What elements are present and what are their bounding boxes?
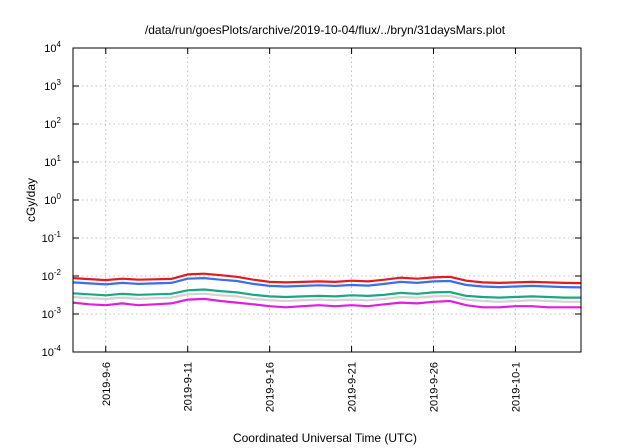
- y-tick-base: 10: [44, 119, 56, 131]
- y-tick-exponent: -2: [54, 268, 62, 277]
- y-tick-exponent: 0: [57, 192, 62, 201]
- y-tick-base: 10: [44, 195, 56, 207]
- y-tick-label: 103: [44, 78, 61, 93]
- y-tick-exponent: 3: [57, 78, 62, 87]
- series-line-2: [72, 288, 581, 299]
- y-tick-exponent: 2: [57, 116, 62, 125]
- y-tick-base: 10: [44, 43, 56, 55]
- y-tick-exponent: 4: [57, 40, 62, 49]
- y-tick-exponent: -3: [54, 306, 62, 315]
- y-tick-base: 10: [42, 233, 54, 245]
- y-tick-base: 10: [42, 347, 54, 359]
- x-tick-label: 2019-9-26: [429, 362, 441, 412]
- y-tick-label: 10-3: [42, 306, 62, 321]
- y-tick-label: 101: [44, 154, 61, 169]
- x-tick-label: 2019-9-16: [265, 362, 277, 412]
- series-line-3: [72, 292, 581, 303]
- y-tick-label: 102: [44, 116, 61, 131]
- y-tick-exponent: 1: [57, 154, 62, 163]
- y-tick-exponent: -4: [54, 344, 62, 353]
- y-tick-label: 10-2: [42, 268, 62, 283]
- y-tick-label: 10-1: [42, 230, 62, 245]
- y-tick-base: 10: [42, 271, 54, 283]
- y-tick-label: 100: [44, 192, 61, 207]
- chart-title: /data/run/goesPlots/archive/2019-10-04/f…: [145, 23, 506, 37]
- y-tick-label: 104: [44, 40, 61, 55]
- series-line-1: [72, 277, 582, 289]
- y-tick-label: 10-4: [42, 344, 62, 359]
- y-tick-base: 10: [42, 309, 54, 321]
- x-tick-label: 2019-9-21: [347, 362, 359, 412]
- y-axis-title: cGy/day: [24, 178, 38, 222]
- x-axis: 2019-9-6 2019-9-11 2019-9-16 2019-9-21 2019-…: [101, 48, 522, 412]
- y-tick-exponent: -1: [54, 230, 62, 239]
- series-line-4: [72, 297, 581, 309]
- series-layer: [72, 272, 582, 309]
- x-tick-label: 2019-9-6: [101, 362, 113, 406]
- x-tick-label: 2019-10-1: [510, 362, 522, 412]
- series-line-0: [72, 272, 582, 285]
- y-tick-base: 10: [44, 157, 56, 169]
- y-tick-base: 10: [44, 81, 56, 93]
- x-tick-label: 2019-9-11: [183, 362, 195, 411]
- x-axis-title: Coordinated Universal Time (UTC): [233, 431, 417, 445]
